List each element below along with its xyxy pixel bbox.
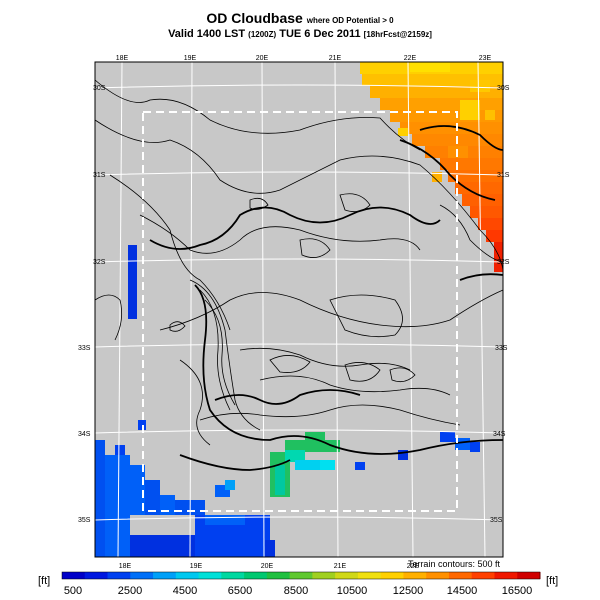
right-lat-label: 35S <box>490 517 503 524</box>
colorbar-tick-label: 500 <box>64 585 82 597</box>
bottom-lon-labels: 18E 19E 20E 21E 22E <box>119 563 420 570</box>
colorbar-unit-left: [ft] <box>38 575 50 587</box>
colorbar-swatch <box>289 572 313 579</box>
top-lon-label: 18E <box>116 55 129 62</box>
top-lon-label: 19E <box>184 55 197 62</box>
colorbar-tick-label: 6500 <box>228 585 252 597</box>
bottom-lon-label: 22E <box>407 563 420 570</box>
right-lat-labels: 30S 31S 32S 33S 34S 35S <box>490 85 510 524</box>
colorbar-swatch <box>244 572 268 579</box>
right-lat-label: 31S <box>497 172 510 179</box>
colorbar-swatch <box>312 572 336 579</box>
colorbar-tick-label: 8500 <box>284 585 308 597</box>
colorbar-swatch <box>62 572 86 579</box>
colorbar-swatch <box>448 572 473 579</box>
colorbar-tick-label: 12500 <box>393 585 424 597</box>
lat-lon-grid <box>94 61 504 558</box>
map-title: OD Cloudbase where OD Potential > 0 <box>0 10 600 26</box>
left-lat-labels: 30S 31S 32S 33S 34S 35S <box>78 85 106 524</box>
colorbar <box>61 571 541 580</box>
map-subtitle: Valid 1400 LST (1200Z) TUE 6 Dec 2011 [1… <box>0 28 600 40</box>
colorbar-tick-label: 14500 <box>447 585 478 597</box>
colorbar-swatch <box>494 572 518 579</box>
colorbar-swatch <box>107 572 131 579</box>
terrain-note: Terrain contours: 500 ft <box>408 559 501 569</box>
colorbar-swatch <box>175 572 200 579</box>
top-lon-label: 21E <box>329 55 342 62</box>
colorbar-swatch <box>198 572 222 579</box>
right-lat-label: 34S <box>493 431 506 438</box>
colorbar-border <box>61 571 541 580</box>
top-lon-label: 20E <box>256 55 269 62</box>
cloudbase-cells-west <box>128 245 137 319</box>
bottom-lon-label: 18E <box>119 563 132 570</box>
cloudbase-cells-northeast <box>360 62 503 272</box>
subdomain-box <box>142 111 458 512</box>
bottom-lon-label: 21E <box>334 563 347 570</box>
colorbar-swatch <box>380 572 404 579</box>
colorbar-swatch <box>221 572 245 579</box>
bottom-lon-label: 19E <box>190 563 203 570</box>
terrain-contours-bold <box>149 125 504 471</box>
left-lat-label: 30S <box>93 85 106 92</box>
forecast-run: [18hrFcst@2159z] <box>363 30 432 39</box>
bottom-lon-label: 20E <box>261 563 274 570</box>
colorbar-swatch <box>471 572 495 579</box>
left-lat-label: 33S <box>78 345 91 352</box>
zulu-time: (1200Z) <box>248 30 277 39</box>
colorbar-tick-label: 10500 <box>337 585 368 597</box>
title-main: OD Cloudbase <box>206 10 303 26</box>
right-lat-label: 33S <box>495 345 508 352</box>
valid-time: Valid 1400 LST <box>168 28 246 40</box>
colorbar-swatch <box>266 572 291 579</box>
right-lat-label: 30S <box>497 85 510 92</box>
left-lat-label: 32S <box>93 259 106 266</box>
cloudbase-cells-southwest <box>95 420 275 557</box>
colorbar-swatch <box>426 572 450 579</box>
top-lon-label: 22E <box>404 55 417 62</box>
colorbar-swatch <box>335 572 359 579</box>
colorbar-swatch <box>153 572 177 579</box>
colorbar-tick-label: 16500 <box>502 585 533 597</box>
colorbar-swatch <box>130 572 154 579</box>
plot-border <box>94 61 504 558</box>
title-qualifier: where OD Potential > 0 <box>306 16 394 25</box>
colorbar-swatch <box>403 572 427 579</box>
top-lon-labels: 18E 19E 20E 21E 22E 23E <box>116 55 492 62</box>
colorbar-tick-label: 2500 <box>118 585 142 597</box>
left-lat-label: 34S <box>78 431 91 438</box>
colorbar-swatch <box>517 572 541 579</box>
colorbar-swatch <box>84 572 109 579</box>
terrain-contours <box>94 79 504 446</box>
colorbar-tick-label: 4500 <box>173 585 197 597</box>
colorbar-ticks: 500 2500 4500 6500 8500 10500 12500 1450… <box>64 585 532 597</box>
forecast-date: TUE 6 Dec 2011 <box>279 28 361 40</box>
colorbar-unit-right: [ft] <box>546 575 558 587</box>
left-lat-label: 31S <box>93 172 106 179</box>
colorbar-swatch <box>357 572 382 579</box>
left-lat-label: 35S <box>78 517 91 524</box>
right-lat-label: 32S <box>497 259 510 266</box>
top-lon-label: 23E <box>479 55 492 62</box>
